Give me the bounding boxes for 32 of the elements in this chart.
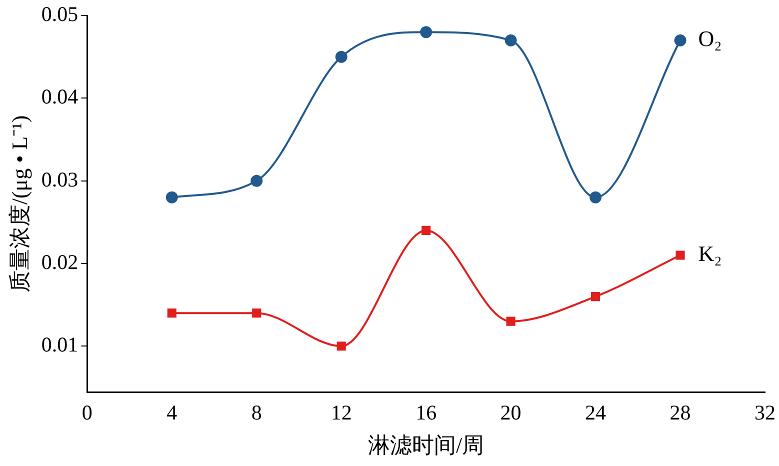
y-tick-label: 0.02	[41, 250, 78, 274]
point	[335, 50, 348, 63]
point	[504, 34, 517, 46]
x-tick-label: 32	[754, 400, 776, 425]
x-tick-label: 20	[500, 400, 522, 425]
point	[591, 292, 600, 302]
x-tick-label: 16	[416, 400, 437, 425]
point	[250, 174, 263, 187]
point	[167, 308, 176, 318]
x-tick-label: 8	[251, 400, 262, 425]
y-tick-label: 0.05	[41, 2, 78, 26]
point	[166, 191, 178, 204]
y-tick-label: 0.01	[41, 332, 78, 357]
y-axis-title: 质量浓度/(μg • L⁻¹)	[6, 115, 32, 293]
x-tick-label: 24	[585, 400, 607, 425]
x-tick-label: 4	[166, 400, 178, 425]
point	[336, 342, 346, 351]
series-label: O₂	[698, 26, 722, 52]
point	[676, 250, 685, 260]
x-tick-label: 12	[330, 400, 352, 425]
point	[674, 34, 686, 46]
x-tick-label: 28	[670, 400, 691, 425]
point	[506, 316, 516, 326]
point	[422, 226, 431, 235]
point	[590, 191, 602, 204]
series-label: K₂	[698, 241, 722, 266]
point	[420, 26, 432, 38]
x-axis-title: 淋滤时间/周	[368, 432, 484, 458]
x-tick-label: 0	[82, 400, 92, 425]
point	[252, 308, 262, 318]
y-tick-label: 0.03	[41, 167, 78, 192]
y-tick-label: 0.04	[41, 84, 79, 109]
